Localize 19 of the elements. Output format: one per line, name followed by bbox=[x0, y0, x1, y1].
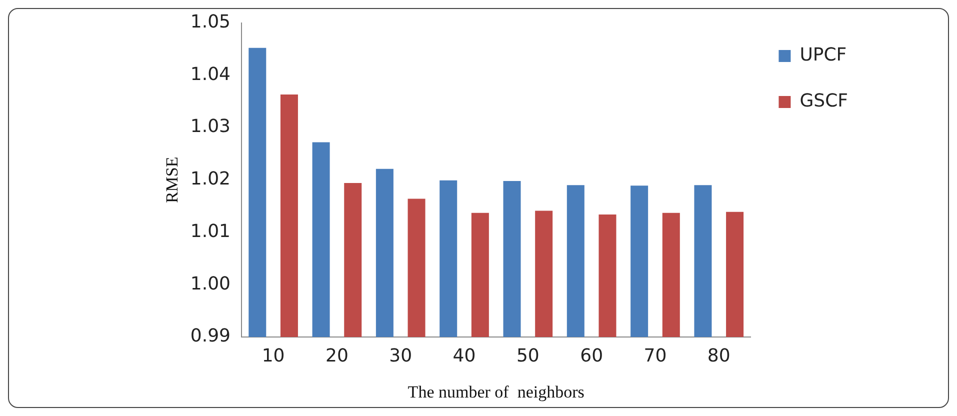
y-tick-label: 1.03 bbox=[190, 116, 230, 138]
legend-label: GSCF bbox=[800, 90, 848, 112]
x-tick-label: 60 bbox=[580, 345, 604, 366]
x-axis-title: The number of neighbors bbox=[408, 382, 584, 402]
x-tick-label: 20 bbox=[326, 345, 348, 366]
y-tick-label: 1.00 bbox=[190, 273, 230, 294]
x-tick-label: 40 bbox=[452, 345, 476, 366]
x-tick-label: 70 bbox=[644, 345, 667, 366]
x-tick-label: 10 bbox=[262, 345, 285, 366]
y-tick-label: 1.02 bbox=[190, 168, 230, 190]
x-tick-label: 80 bbox=[707, 345, 730, 366]
y-tick-label: 1.05 bbox=[190, 11, 230, 32]
x-tick-label: 50 bbox=[516, 345, 540, 366]
legend-label: UPCF bbox=[800, 44, 847, 66]
y-tick-label: 0.99 bbox=[190, 326, 230, 347]
y-axis-title: RMSE bbox=[162, 156, 182, 204]
y-tick-label: 1.01 bbox=[190, 220, 230, 242]
y-tick-label: 1.04 bbox=[190, 64, 230, 85]
x-tick-label: 30 bbox=[389, 345, 412, 366]
